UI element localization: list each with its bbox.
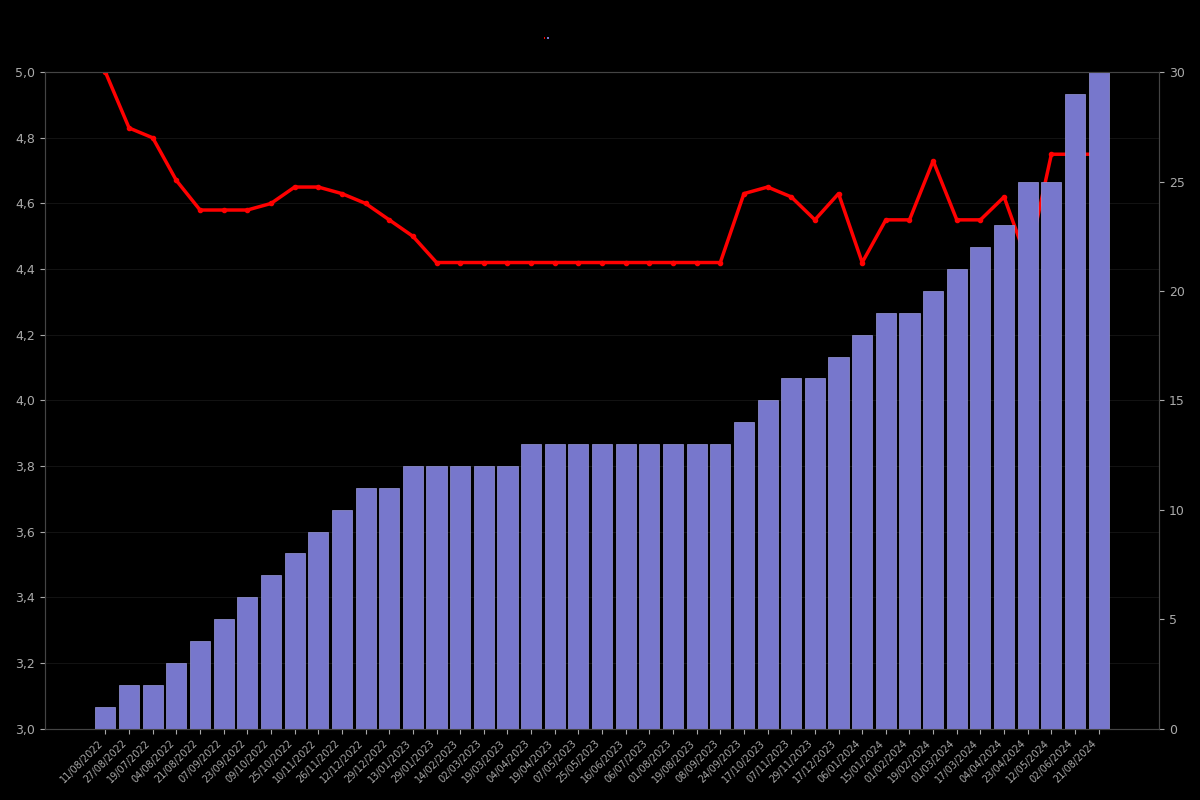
Bar	[757, 400, 778, 729]
Bar	[1042, 182, 1062, 729]
Legend: , : ,	[544, 37, 550, 39]
Bar	[710, 444, 731, 729]
Bar	[167, 663, 186, 729]
Bar	[805, 378, 824, 729]
Bar	[971, 247, 990, 729]
Bar	[923, 291, 943, 729]
Bar	[474, 466, 494, 729]
Bar	[332, 510, 352, 729]
Bar	[238, 598, 257, 729]
Bar	[379, 488, 400, 729]
Bar	[686, 444, 707, 729]
Bar	[734, 422, 754, 729]
Bar	[403, 466, 422, 729]
Bar	[876, 313, 896, 729]
Bar	[521, 444, 541, 729]
Bar	[900, 313, 919, 729]
Bar	[214, 619, 234, 729]
Bar	[781, 378, 802, 729]
Bar	[355, 488, 376, 729]
Bar	[592, 444, 612, 729]
Bar	[1018, 182, 1038, 729]
Bar	[143, 685, 163, 729]
Bar	[994, 226, 1014, 729]
Bar	[569, 444, 588, 729]
Bar	[1064, 94, 1085, 729]
Bar	[95, 706, 115, 729]
Bar	[450, 466, 470, 729]
Bar	[426, 466, 446, 729]
Bar	[852, 334, 872, 729]
Bar	[640, 444, 660, 729]
Bar	[947, 269, 967, 729]
Bar	[284, 554, 305, 729]
Bar	[498, 466, 517, 729]
Bar	[616, 444, 636, 729]
Bar	[260, 575, 281, 729]
Bar	[1088, 72, 1109, 729]
Bar	[545, 444, 565, 729]
Bar	[308, 532, 329, 729]
Bar	[662, 444, 683, 729]
Bar	[828, 357, 848, 729]
Bar	[190, 641, 210, 729]
Bar	[119, 685, 139, 729]
